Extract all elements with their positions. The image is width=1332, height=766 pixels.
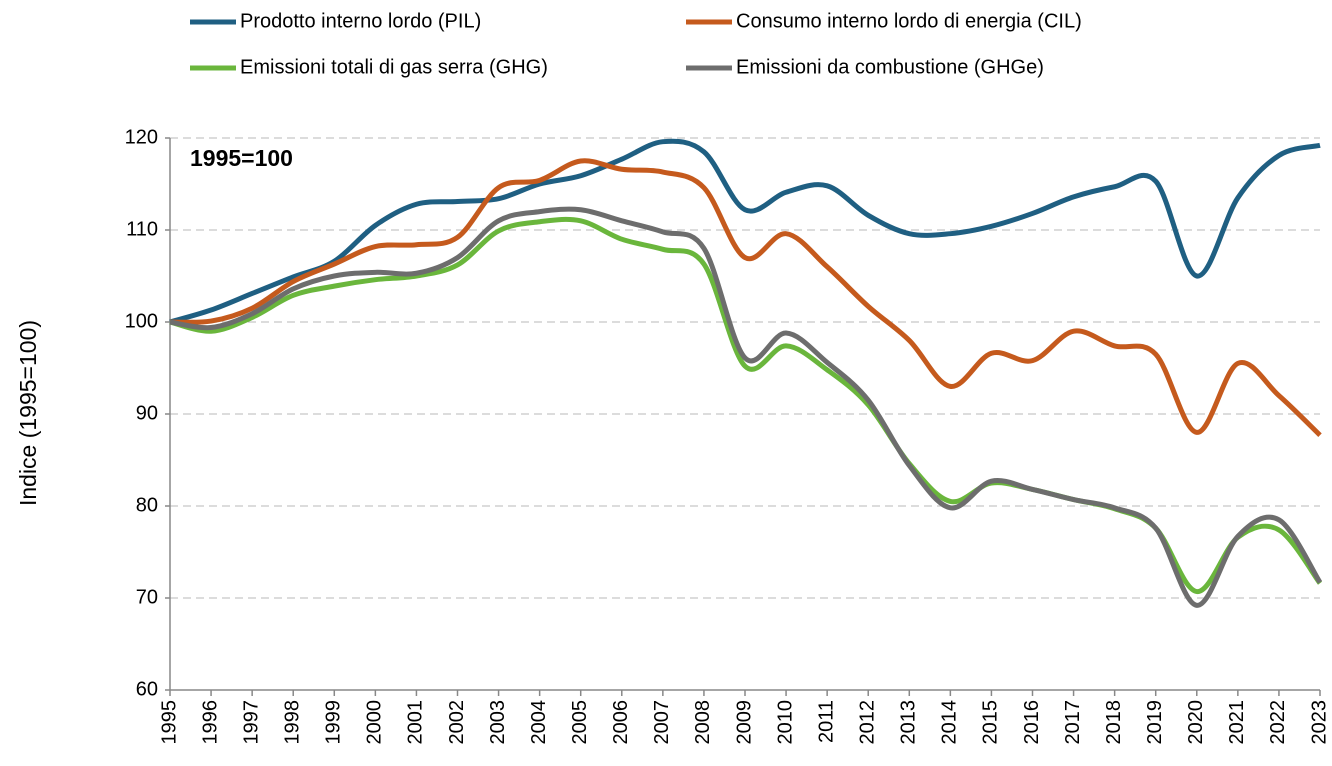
x-tick-label: 2006 [610, 700, 632, 745]
legend-label: Emissioni da combustione (GHGe) [736, 56, 1044, 78]
x-tick-label: 2007 [651, 700, 673, 745]
x-tick-label: 1998 [281, 700, 303, 745]
y-axis-title: Indice (1995=100) [15, 320, 41, 506]
x-tick-label: 2000 [364, 700, 386, 745]
x-tick-label: 2023 [1308, 700, 1330, 745]
x-tick-label: 2022 [1267, 700, 1289, 745]
x-tick-label: 2014 [939, 700, 961, 745]
x-tick-label: 1995 [158, 700, 180, 745]
x-tick-label: 2008 [692, 700, 714, 745]
x-tick-label: 2001 [405, 700, 427, 745]
y-tick-label: 120 [125, 126, 158, 148]
x-tick-label: 2004 [528, 700, 550, 745]
x-tick-label: 2018 [1103, 700, 1125, 745]
x-tick-label: 1997 [240, 700, 262, 745]
x-tick-label: 1996 [199, 700, 221, 745]
annotation: 1995=100 [190, 145, 293, 171]
x-tick-label: 2016 [1021, 700, 1043, 745]
x-tick-label: 2010 [774, 700, 796, 745]
x-tick-label: 2017 [1062, 700, 1084, 745]
y-tick-label: 110 [126, 218, 158, 240]
legend-label: Emissioni totali di gas serra (GHG) [240, 56, 548, 78]
x-tick-label: 2013 [898, 700, 920, 745]
x-tick-label: 2003 [487, 700, 509, 745]
x-tick-label: 2021 [1226, 700, 1248, 745]
series-line [169, 206, 1323, 608]
series-line [169, 158, 1322, 437]
series-line [169, 138, 1321, 325]
y-tick-label: 70 [136, 586, 158, 608]
x-tick-label: 1999 [323, 700, 345, 745]
x-tick-label: 2012 [856, 700, 878, 745]
legend-label: Prodotto interno lordo (PIL) [240, 10, 481, 32]
x-tick-label: 2002 [446, 700, 468, 745]
x-tick-label: 2015 [980, 700, 1002, 745]
y-tick-label: 60 [136, 678, 158, 700]
y-tick-label: 100 [125, 310, 158, 332]
y-tick-label: 90 [136, 402, 158, 424]
y-tick-label: 80 [136, 494, 158, 516]
x-tick-label: 2011 [815, 700, 837, 743]
x-tick-label: 2009 [733, 700, 755, 745]
x-tick-label: 2019 [1144, 700, 1166, 745]
legend-label: Consumo interno lordo di energia (CIL) [736, 10, 1082, 32]
x-tick-label: 2005 [569, 700, 591, 745]
x-tick-label: 2020 [1185, 700, 1207, 745]
